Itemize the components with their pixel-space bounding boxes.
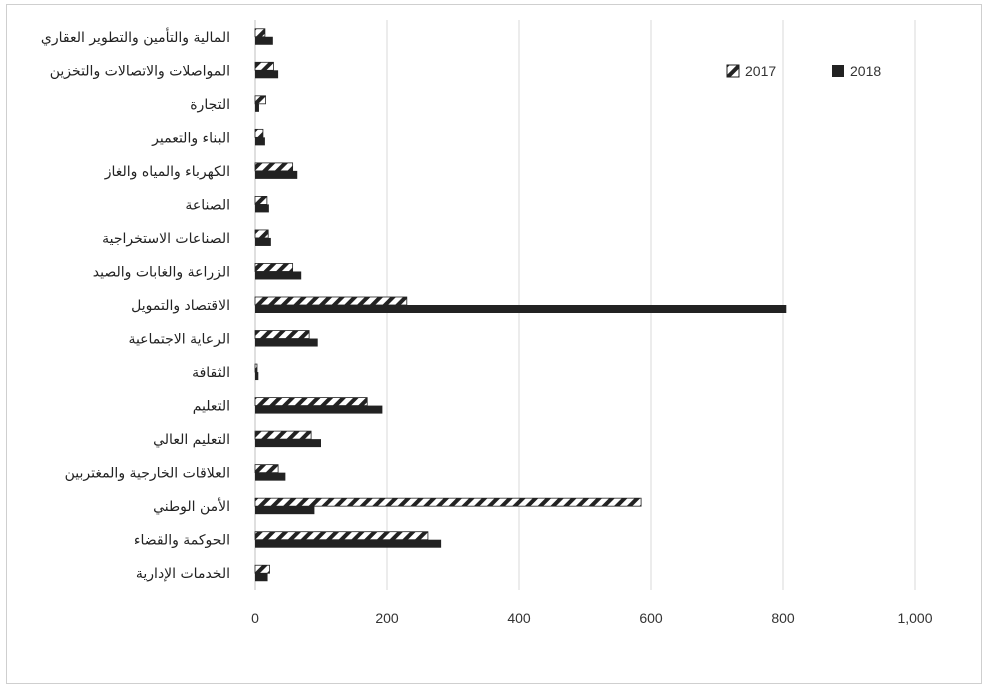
- bar-2018: [255, 372, 259, 381]
- legend-swatch-2017: [726, 64, 740, 78]
- bar-2017: [254, 363, 258, 373]
- x-tick-label: 1,000: [897, 610, 932, 626]
- bar-2018: [255, 204, 269, 213]
- category-label: الثقافة: [192, 365, 230, 381]
- category-label: الرعاية الاجتماعية: [128, 332, 230, 348]
- legend-label-2018: 2018: [850, 63, 881, 79]
- x-tick-label: 800: [771, 610, 795, 626]
- category-label: العلاقات الخارجية والمغتربين: [65, 466, 230, 482]
- bar-2017: [254, 196, 268, 205]
- category-label: البناء والتعمير: [151, 130, 230, 146]
- bar-2018: [255, 36, 273, 45]
- bar-2017: [254, 296, 408, 306]
- bar-2017: [254, 531, 429, 541]
- bar-2018: [255, 170, 298, 179]
- bar-2017: [254, 564, 270, 574]
- x-tick-label: 600: [639, 610, 663, 626]
- bar-2017: [254, 95, 266, 105]
- category-label: الكهرباء والمياه والغاز: [104, 164, 230, 180]
- category-label: التجارة: [190, 97, 230, 113]
- bar-2018: [255, 305, 787, 313]
- bar-2018: [255, 472, 286, 481]
- bar-2017: [254, 263, 294, 272]
- bar-2018: [255, 405, 383, 414]
- bar-2018: [255, 137, 265, 146]
- category-label: الاقتصاد والتمويل: [131, 298, 230, 314]
- x-tick-label: 400: [507, 610, 531, 626]
- category-label: الزراعة والغابات والصيد: [93, 264, 230, 280]
- category-label: الصناعة: [185, 197, 230, 213]
- bar-2017: [254, 397, 368, 406]
- bar-2018: [255, 103, 259, 112]
- legend-swatch-2018: [832, 65, 844, 77]
- category-label: الحوكمة والقضاء: [134, 533, 230, 549]
- bar-2018: [255, 271, 302, 280]
- bar-2017: [254, 28, 266, 38]
- bar-2017: [254, 330, 310, 339]
- x-tick-label: 200: [375, 610, 399, 626]
- category-label: الخدمات الإدارية: [136, 566, 230, 582]
- bar-2017: [254, 162, 294, 172]
- category-label: المواصلات والاتصالات والتخزين: [50, 63, 230, 79]
- bar-2017: [254, 128, 264, 138]
- bar-2018: [255, 539, 442, 548]
- category-label: الصناعات الاستخراجية: [102, 231, 230, 247]
- bar-2017: [254, 430, 312, 440]
- bar-2017: [254, 497, 642, 507]
- bar-2018: [255, 70, 279, 79]
- x-tick-label: 0: [251, 610, 259, 626]
- bar-2018: [255, 506, 315, 515]
- bar-2017: [254, 464, 279, 474]
- bar-2018: [255, 439, 321, 448]
- bar-2018: [255, 338, 318, 347]
- chart-frame: [6, 4, 982, 684]
- bar-2017: [254, 229, 269, 239]
- legend-label-2017: 2017: [745, 63, 776, 79]
- category-label: التعليم العالي: [153, 432, 230, 448]
- bar-2018: [255, 237, 271, 246]
- category-label: الأمن الوطني: [153, 497, 230, 515]
- bar-2017: [254, 61, 274, 71]
- bar-2018: [255, 573, 268, 582]
- category-label: المالية والتأمين والتطوير العقاري: [41, 27, 230, 46]
- category-label: التعليم: [193, 399, 230, 415]
